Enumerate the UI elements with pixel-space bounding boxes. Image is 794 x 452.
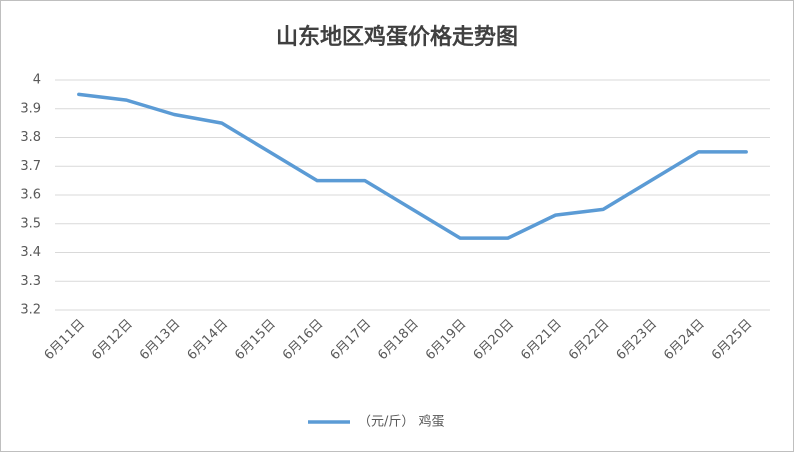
y-tick-label: 3.9 bbox=[20, 101, 41, 116]
y-tick-label: 4 bbox=[33, 73, 41, 88]
legend-label: （元/斤） 鸡蛋 bbox=[358, 414, 445, 430]
y-tick-label: 3.3 bbox=[20, 274, 41, 289]
y-tick-label: 3.7 bbox=[20, 159, 41, 174]
y-tick-label: 3.4 bbox=[20, 245, 41, 260]
y-tick-label: 3.8 bbox=[20, 130, 41, 145]
y-tick-label: 3.2 bbox=[20, 303, 41, 318]
y-tick-label: 3.6 bbox=[20, 188, 41, 203]
y-tick-label: 3.5 bbox=[20, 216, 41, 231]
chart-title: 山东地区鸡蛋价格走势图 bbox=[276, 24, 518, 50]
data-line bbox=[77, 92, 748, 240]
